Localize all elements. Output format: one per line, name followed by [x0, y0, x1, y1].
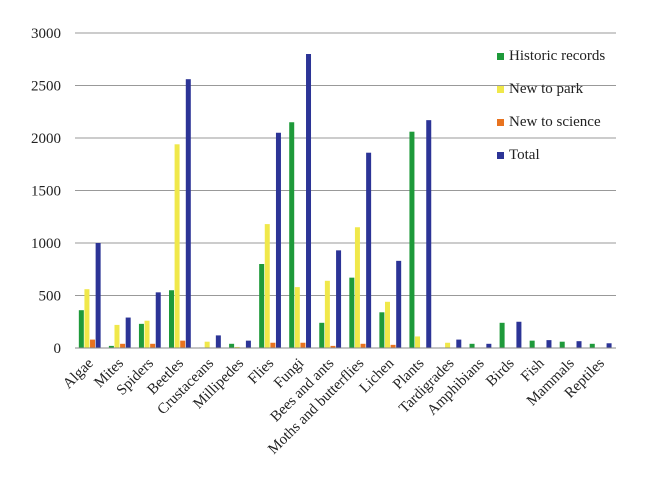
bar-historic-records-bees-and-ants [319, 322, 325, 348]
bar-total-algae [95, 243, 101, 348]
bar-historic-records-mammals [559, 341, 565, 348]
bar-new-to-park-millipedes [234, 346, 240, 348]
bar-total-reptiles [606, 343, 612, 348]
bar-total-flies [275, 132, 281, 348]
bar-new-to-science-moths-and-butterflies [360, 343, 366, 348]
bar-new-to-science-lichen [390, 344, 396, 348]
legend-label: New to park [509, 81, 584, 97]
y-tick-label: 2500 [31, 79, 61, 95]
y-tick-label: 1000 [31, 236, 61, 252]
bar-historic-records-amphibians [469, 343, 475, 348]
bar-new-to-park-moths-and-butterflies [354, 227, 360, 348]
bar-total-plants [426, 120, 432, 349]
bar-new-to-park-fungi [294, 287, 300, 348]
bar-historic-records-plants [409, 131, 415, 348]
bar-new-to-science-mites [120, 343, 126, 348]
bar-total-amphibians [486, 343, 492, 348]
bar-new-to-science-spiders [150, 343, 156, 348]
x-category-label: Lichen [357, 355, 398, 396]
bar-historic-records-millipedes [229, 343, 235, 348]
bar-historic-records-mites [108, 345, 114, 348]
bar-total-tardigrades [456, 339, 462, 348]
legend-swatch [497, 119, 504, 126]
bar-historic-records-moths-and-butterflies [349, 277, 355, 348]
bar-new-to-park-mites [114, 324, 120, 348]
bar-historic-records-fungi [289, 122, 295, 348]
x-category-label: Birds [483, 355, 517, 389]
bar-total-millipedes [245, 340, 251, 348]
bar-new-to-park-plants [415, 336, 421, 348]
bar-new-to-park-spiders [144, 320, 150, 348]
bar-total-lichen [396, 260, 402, 348]
bar-total-beetles [185, 79, 191, 348]
legend-swatch [497, 86, 504, 93]
bar-total-spiders [155, 292, 161, 348]
legend: Historic records New to park New to scienc… [497, 48, 605, 163]
bar-new-to-park-tardigrades [445, 342, 451, 348]
bar-new-to-park-algae [84, 289, 90, 348]
bar-new-to-park-lichen [384, 301, 390, 348]
bar-new-to-park-bees-and-ants [324, 280, 330, 348]
y-tick-label: 1500 [31, 184, 61, 200]
legend-label: Historic records [509, 48, 605, 64]
y-tick-label: 3000 [31, 26, 61, 42]
bar-new-to-park-crustaceans [204, 341, 210, 348]
bar-historic-records-spiders [138, 323, 144, 348]
bar-new-to-science-beetles [180, 340, 186, 348]
legend-label: Total [509, 147, 540, 163]
legend-label: New to science [509, 114, 601, 130]
y-tick-label: 2000 [31, 131, 61, 147]
bar-historic-records-lichen [379, 312, 385, 348]
bar-historic-records-birds [499, 322, 505, 348]
x-axis-categories: AlgaeMitesSpidersBeetlesCrustaceansMilli… [60, 355, 608, 457]
bar-total-mites [125, 317, 131, 348]
bar-total-fungi [306, 54, 312, 348]
legend-swatch [497, 53, 504, 60]
bar-total-mammals [576, 341, 582, 348]
grid-lines [75, 32, 616, 296]
bar-historic-records-flies [259, 264, 265, 348]
y-tick-label: 500 [39, 289, 62, 305]
y-axis-ticks: 0 500 1000 1500 2000 2500 3000 [31, 26, 61, 357]
bar-total-birds [516, 321, 522, 348]
x-category-label: Algae [60, 355, 97, 392]
bar-new-to-science-fungi [300, 342, 306, 348]
bar-total-crustaceans [215, 335, 221, 348]
bar-total-moths-and-butterflies [366, 152, 372, 348]
bar-new-to-science-algae [90, 339, 96, 348]
bars [78, 54, 612, 349]
bar-new-to-science-flies [270, 342, 276, 348]
bar-new-to-park-flies [264, 224, 270, 348]
legend-swatch [497, 152, 504, 159]
bar-historic-records-fish [529, 340, 535, 348]
bar-historic-records-reptiles [589, 343, 595, 348]
bar-total-bees-and-ants [336, 250, 342, 348]
y-tick-label: 0 [54, 341, 62, 357]
bar-new-to-park-beetles [174, 144, 180, 348]
bar-historic-records-beetles [168, 290, 174, 348]
bar-total-fish [546, 340, 552, 348]
bar-historic-records-algae [78, 310, 84, 348]
bar-new-to-science-bees-and-ants [330, 345, 336, 348]
